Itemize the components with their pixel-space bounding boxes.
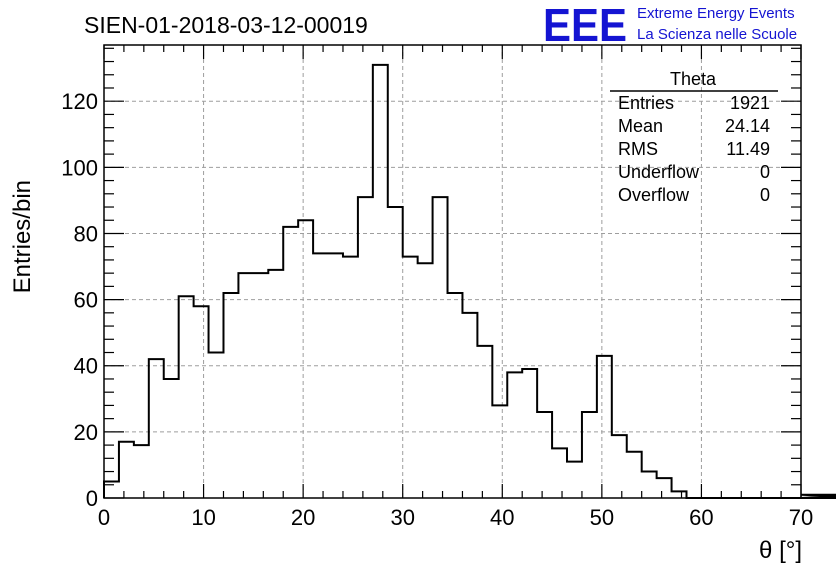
stats-value: 1921 xyxy=(730,93,770,113)
y-tick-label: 100 xyxy=(61,155,98,180)
y-tick-label: 40 xyxy=(74,354,98,379)
logo-line-2: La Scienza nelle Scuole xyxy=(637,26,797,43)
histogram-line xyxy=(103,63,836,499)
x-tick-label: 20 xyxy=(291,505,315,530)
x-tick-labels: 0 10 20 30 40 50 60 70 xyxy=(98,505,813,530)
y-tick-label: 120 xyxy=(61,89,98,114)
eee-logo-mark: EEE xyxy=(543,0,627,51)
stats-box: Theta Entries 1921 Mean 24.14 RMS 11.49 Underf… xyxy=(610,69,778,205)
x-tick-label: 70 xyxy=(789,505,813,530)
axis-ticks xyxy=(103,45,802,499)
y-axis-label: Entries/bin xyxy=(9,180,36,293)
chart-title: SIEN-01-2018-03-12-00019 xyxy=(84,12,368,38)
x-axis-label: θ [°] xyxy=(759,537,802,564)
y-tick-label: 80 xyxy=(74,221,98,246)
stats-value: 0 xyxy=(760,162,770,182)
stats-label: Underflow xyxy=(618,162,700,182)
x-tick-label: 10 xyxy=(191,505,215,530)
stats-label: RMS xyxy=(618,139,658,159)
stats-rows: Entries 1921 Mean 24.14 RMS 11.49 Underflow 0 Ov… xyxy=(618,93,770,205)
x-tick-label: 60 xyxy=(689,505,713,530)
x-tick-label: 50 xyxy=(590,505,614,530)
stats-label: Entries xyxy=(618,93,674,113)
stats-label: Mean xyxy=(618,116,663,136)
stats-value: 0 xyxy=(760,185,770,205)
x-tick-label: 40 xyxy=(490,505,514,530)
stats-value: 24.14 xyxy=(725,116,770,136)
y-tick-label: 0 xyxy=(86,486,98,511)
y-tick-label: 60 xyxy=(74,288,98,313)
stats-title: Theta xyxy=(670,69,717,89)
grid xyxy=(104,45,801,498)
y-tick-label: 20 xyxy=(74,420,98,445)
logo-line-1: Extreme Energy Events xyxy=(637,5,795,22)
stats-label: Overflow xyxy=(618,185,690,205)
stats-value: 11.49 xyxy=(726,139,770,159)
plot-frame xyxy=(103,44,802,499)
y-tick-labels: 0 20 40 60 80 100 120 xyxy=(61,89,98,511)
x-tick-label: 30 xyxy=(390,505,414,530)
eee-logo: EEE Extreme Energy Events La Scienza nel… xyxy=(543,0,797,51)
x-tick-label: 0 xyxy=(98,505,110,530)
